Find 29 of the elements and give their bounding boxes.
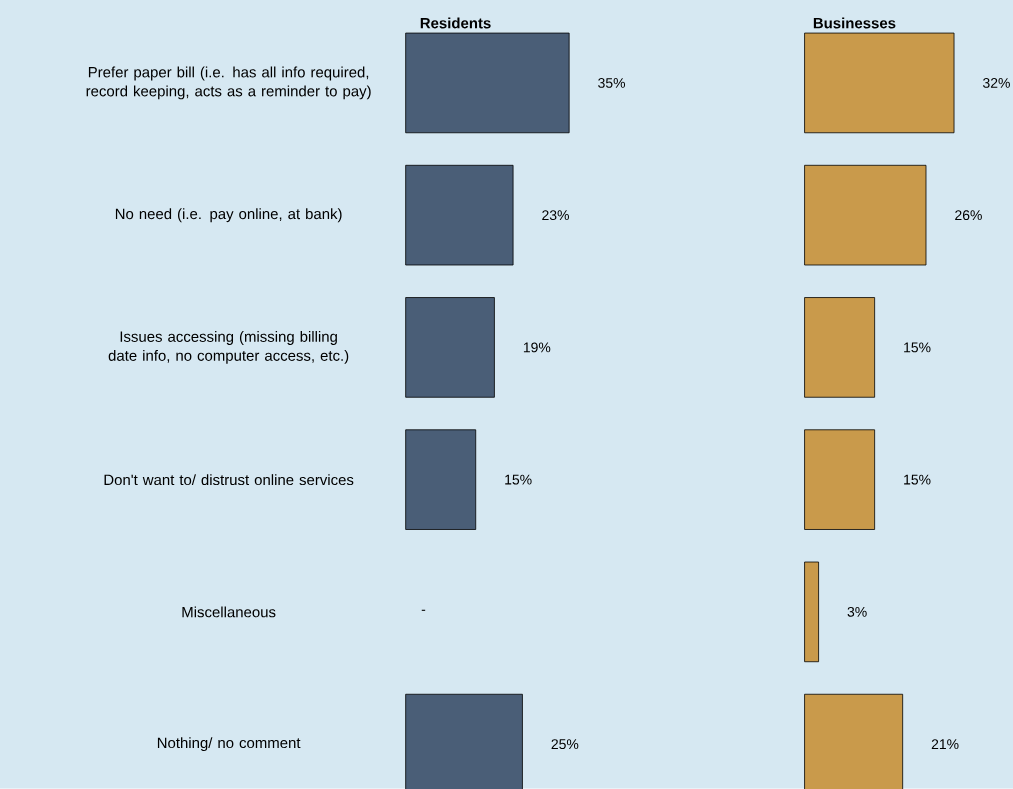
y-tick-label: Issues accessing (missing billing date info, no computer access, etc.) xyxy=(108,331,349,364)
chart-title: Residents xyxy=(420,17,491,29)
text: - xyxy=(421,609,426,611)
bar xyxy=(405,429,477,530)
y-tick-label: Don't want to/ distrust online services xyxy=(104,474,354,486)
data-label: 21% xyxy=(931,739,959,750)
data-label: 32% xyxy=(983,78,1010,88)
y-tick-label: No need (i.e. pay online, at bank) xyxy=(115,208,342,223)
data-label: 25% xyxy=(551,739,579,750)
bar xyxy=(804,429,876,530)
bar xyxy=(405,297,495,398)
y-tick-label: Prefer paper bill (i.e. has all info required, record keeping, acts as a reminder to pay) xyxy=(86,66,371,100)
y-tick-label: Miscellaneous xyxy=(182,606,276,618)
data-label: 15% xyxy=(904,342,931,353)
bar xyxy=(804,561,819,663)
bar xyxy=(804,164,927,266)
bar xyxy=(405,32,570,134)
data-label: 15% xyxy=(904,474,931,485)
bar xyxy=(405,164,514,266)
bar xyxy=(804,32,955,134)
bar xyxy=(804,297,876,398)
data-label: 23% xyxy=(542,210,569,221)
data-label: 35% xyxy=(598,78,626,88)
data-label: 15% xyxy=(505,474,532,485)
data-label: 26% xyxy=(955,210,982,221)
chart-title: Businesses xyxy=(813,17,896,29)
data-label: 19% xyxy=(523,342,551,353)
y-tick-label: Nothing/ no comment xyxy=(157,737,301,752)
data-label: 3% xyxy=(847,607,867,617)
